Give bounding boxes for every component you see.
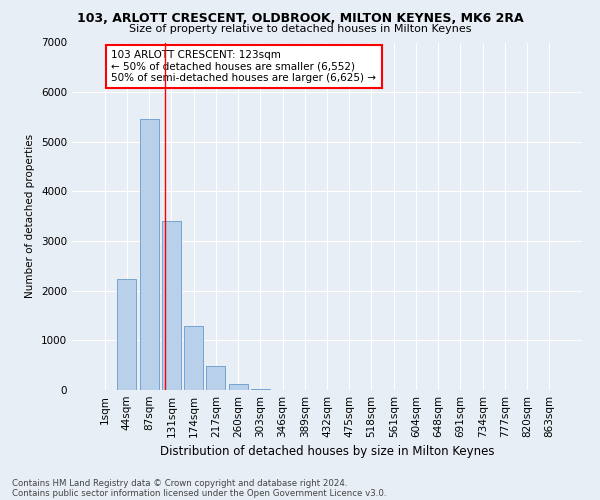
Y-axis label: Number of detached properties: Number of detached properties: [25, 134, 35, 298]
Bar: [251, 388, 270, 390]
Text: Contains HM Land Registry data © Crown copyright and database right 2024.: Contains HM Land Registry data © Crown c…: [12, 478, 347, 488]
Bar: [206, 366, 225, 390]
Text: Contains public sector information licensed under the Open Government Licence v3: Contains public sector information licen…: [12, 488, 386, 498]
Text: Size of property relative to detached houses in Milton Keynes: Size of property relative to detached ho…: [129, 24, 471, 34]
Bar: [229, 384, 248, 390]
Bar: [162, 221, 181, 390]
X-axis label: Distribution of detached houses by size in Milton Keynes: Distribution of detached houses by size …: [160, 446, 494, 458]
Bar: [140, 120, 158, 390]
Bar: [118, 280, 136, 390]
Text: 103 ARLOTT CRESCENT: 123sqm
← 50% of detached houses are smaller (6,552)
50% of : 103 ARLOTT CRESCENT: 123sqm ← 50% of det…: [112, 50, 376, 83]
Bar: [184, 326, 203, 390]
Text: 103, ARLOTT CRESCENT, OLDBROOK, MILTON KEYNES, MK6 2RA: 103, ARLOTT CRESCENT, OLDBROOK, MILTON K…: [77, 12, 523, 26]
